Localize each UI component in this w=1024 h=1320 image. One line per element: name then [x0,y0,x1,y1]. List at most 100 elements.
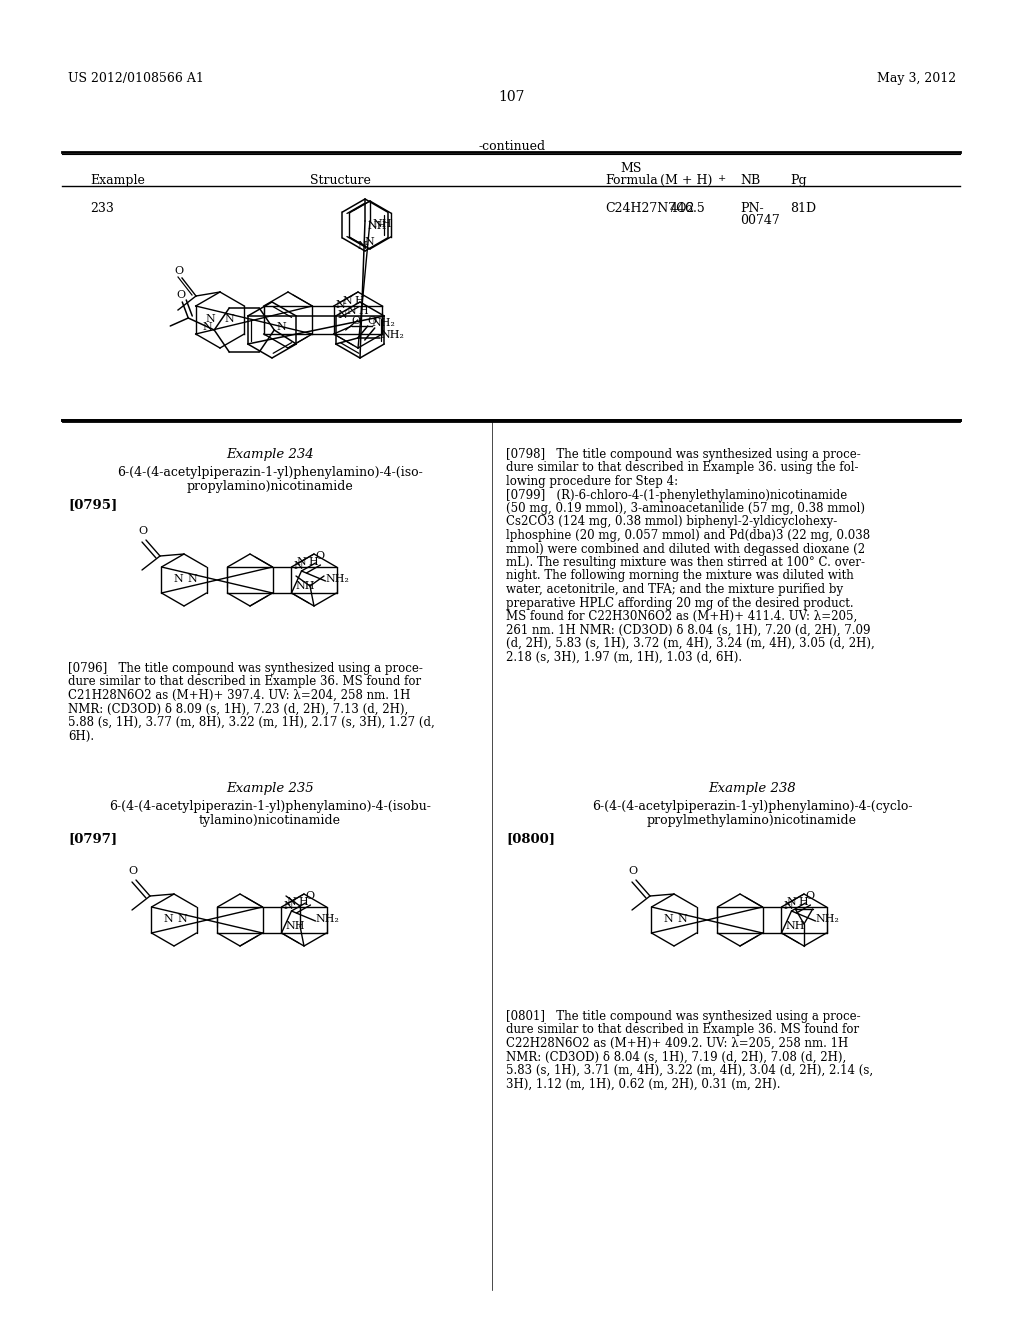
Text: [0797]: [0797] [68,832,117,845]
Text: lphosphine (20 mg, 0.057 mmol) and Pd(dba)3 (22 mg, 0.038: lphosphine (20 mg, 0.057 mmol) and Pd(db… [506,529,870,543]
Text: N: N [357,242,367,251]
Text: [0796]   The title compound was synthesized using a proce-: [0796] The title compound was synthesize… [68,663,423,675]
Text: NMR: (CD3OD) δ 8.09 (s, 1H), 7.23 (d, 2H), 7.13 (d, 2H),: NMR: (CD3OD) δ 8.09 (s, 1H), 7.23 (d, 2H… [68,702,409,715]
Text: mmol) were combined and diluted with degassed dioxane (2: mmol) were combined and diluted with deg… [506,543,865,556]
Text: Pg: Pg [790,174,807,187]
Text: preparative HPLC affording 20 mg of the desired product.: preparative HPLC affording 20 mg of the … [506,597,854,610]
Text: NH: NH [372,219,391,228]
Text: Cs2CO3 (124 mg, 0.38 mmol) biphenyl-2-yldicyclohexy-: Cs2CO3 (124 mg, 0.38 mmol) biphenyl-2-yl… [506,516,838,528]
Text: 233: 233 [90,202,114,215]
Text: C22H28N6O2 as (M+H)+ 409.2. UV: λ=205, 258 nm. 1H: C22H28N6O2 as (M+H)+ 409.2. UV: λ=205, 2… [506,1038,848,1049]
Text: H: H [354,296,364,306]
Text: N: N [783,902,794,911]
Text: N: N [206,314,215,323]
Text: tylamino)nicotinamide: tylamino)nicotinamide [199,814,341,828]
Text: [0798]   The title compound was synthesized using a proce-: [0798] The title compound was synthesize… [506,447,861,461]
Text: N: N [203,322,212,333]
Text: O: O [315,550,325,561]
Text: dure similar to that described in Example 36. MS found for: dure similar to that described in Exampl… [506,1023,859,1036]
Text: N: N [346,306,355,315]
Text: O: O [368,315,377,326]
Text: [0800]: [0800] [506,832,555,845]
Text: N: N [336,300,345,310]
Text: Example 238: Example 238 [709,781,796,795]
Text: C21H28N6O2 as (M+H)+ 397.4. UV: λ=204, 258 nm. 1H: C21H28N6O2 as (M+H)+ 397.4. UV: λ=204, 2… [68,689,411,702]
Text: dure similar to that described in Example 36. using the fol-: dure similar to that described in Exampl… [506,462,858,474]
Text: C24H27N7O2: C24H27N7O2 [605,202,694,215]
Text: N: N [678,913,687,924]
Text: +: + [718,174,726,183]
Text: H: H [798,898,808,907]
Text: N: N [276,322,286,333]
Text: NH: NH [367,220,386,231]
Text: 107: 107 [499,90,525,104]
Text: Formula: Formula [605,174,657,187]
Text: N: N [284,902,293,911]
Text: mL). The resulting mixture was then stirred at 100° C. over-: mL). The resulting mixture was then stir… [506,556,865,569]
Text: 3H), 1.12 (m, 1H), 0.62 (m, 2H), 0.31 (m, 2H).: 3H), 1.12 (m, 1H), 0.62 (m, 2H), 0.31 (m… [506,1077,780,1090]
Text: N: N [224,314,234,323]
Text: NH₂: NH₂ [315,913,339,924]
Text: O: O [174,267,183,276]
Text: N: N [664,913,673,924]
Text: -continued: -continued [478,140,546,153]
Text: [0795]: [0795] [68,498,118,511]
Text: NH: NH [785,921,805,931]
Text: PN-: PN- [740,202,764,215]
Text: 6-(4-(4-acetylpiperazin-1-yl)phenylamino)-4-(isobu-: 6-(4-(4-acetylpiperazin-1-yl)phenylamino… [110,800,431,813]
Text: May 3, 2012: May 3, 2012 [877,73,956,84]
Text: NH: NH [286,921,305,931]
Text: O: O [176,290,185,300]
Text: NH₂: NH₂ [372,318,395,327]
Text: propylamino)nicotinamide: propylamino)nicotinamide [186,480,353,492]
Text: propylmethylamino)nicotinamide: propylmethylamino)nicotinamide [647,814,857,828]
Text: O: O [806,891,815,902]
Text: dure similar to that described in Example 36. MS found for: dure similar to that described in Exampl… [68,676,421,689]
Text: 446.5: 446.5 [670,202,706,215]
Text: Example 235: Example 235 [226,781,313,795]
Text: H: H [298,898,308,907]
Text: Example 234: Example 234 [226,447,313,461]
Text: (M + H): (M + H) [660,174,713,187]
Text: 6-(4-(4-acetylpiperazin-1-yl)phenylamino)-4-(iso-: 6-(4-(4-acetylpiperazin-1-yl)phenylamino… [117,466,423,479]
Text: US 2012/0108566 A1: US 2012/0108566 A1 [68,73,204,84]
Text: N: N [338,310,347,319]
Text: N: N [163,913,173,924]
Text: [0801]   The title compound was synthesized using a proce-: [0801] The title compound was synthesize… [506,1010,860,1023]
Text: NH: NH [296,581,315,591]
Text: O: O [138,525,147,536]
Text: N: N [786,898,796,907]
Text: Structure: Structure [310,174,371,187]
Text: O: O [352,315,360,326]
Text: night. The following morning the mixture was diluted with: night. The following morning the mixture… [506,569,854,582]
Text: water, acetonitrile, and TFA; and the mixture purified by: water, acetonitrile, and TFA; and the mi… [506,583,843,597]
Text: N: N [187,574,198,583]
Text: [0799]   (R)-6-chloro-4-(1-phenylethylamino)nicotinamide: [0799] (R)-6-chloro-4-(1-phenylethylamin… [506,488,847,502]
Text: H: H [308,557,317,568]
Text: MS: MS [620,162,641,176]
Text: O: O [305,891,314,902]
Text: NMR: (CD3OD) δ 8.04 (s, 1H), 7.19 (d, 2H), 7.08 (d, 2H),: NMR: (CD3OD) δ 8.04 (s, 1H), 7.19 (d, 2H… [506,1051,846,1064]
Text: O: O [628,866,637,876]
Text: N: N [173,574,183,583]
Text: 261 nm. 1H NMR: (CD3OD) δ 8.04 (s, 1H), 7.20 (d, 2H), 7.09: 261 nm. 1H NMR: (CD3OD) δ 8.04 (s, 1H), … [506,623,870,636]
Text: 81D: 81D [790,202,816,215]
Text: lowing procedure for Step 4:: lowing procedure for Step 4: [506,475,678,488]
Text: N: N [342,296,352,306]
Text: 6-(4-(4-acetylpiperazin-1-yl)phenylamino)-4-(cyclo-: 6-(4-(4-acetylpiperazin-1-yl)phenylamino… [592,800,912,813]
Text: N: N [296,557,306,568]
Text: (50 mg, 0.19 mmol), 3-aminoacetanilide (57 mg, 0.38 mmol): (50 mg, 0.19 mmol), 3-aminoacetanilide (… [506,502,865,515]
Text: NH₂: NH₂ [815,913,840,924]
Text: Example: Example [90,174,144,187]
Text: 00747: 00747 [740,214,779,227]
Text: (d, 2H), 5.83 (s, 1H), 3.72 (m, 4H), 3.24 (m, 4H), 3.05 (d, 2H),: (d, 2H), 5.83 (s, 1H), 3.72 (m, 4H), 3.2… [506,638,874,649]
Text: N: N [177,913,187,924]
Text: 2.18 (s, 3H), 1.97 (m, 1H), 1.03 (d, 6H).: 2.18 (s, 3H), 1.97 (m, 1H), 1.03 (d, 6H)… [506,651,742,664]
Text: MS found for C22H30N6O2 as (M+H)+ 411.4. UV: λ=205,: MS found for C22H30N6O2 as (M+H)+ 411.4.… [506,610,857,623]
Text: NH₂: NH₂ [326,574,349,583]
Text: H: H [358,306,368,315]
Text: 5.88 (s, 1H), 3.77 (m, 8H), 3.22 (m, 1H), 2.17 (s, 3H), 1.27 (d,: 5.88 (s, 1H), 3.77 (m, 8H), 3.22 (m, 1H)… [68,715,435,729]
Text: 5.83 (s, 1H), 3.71 (m, 4H), 3.22 (m, 4H), 3.04 (d, 2H), 2.14 (s,: 5.83 (s, 1H), 3.71 (m, 4H), 3.22 (m, 4H)… [506,1064,873,1077]
Text: O: O [128,866,137,876]
Text: 6H).: 6H). [68,730,94,742]
